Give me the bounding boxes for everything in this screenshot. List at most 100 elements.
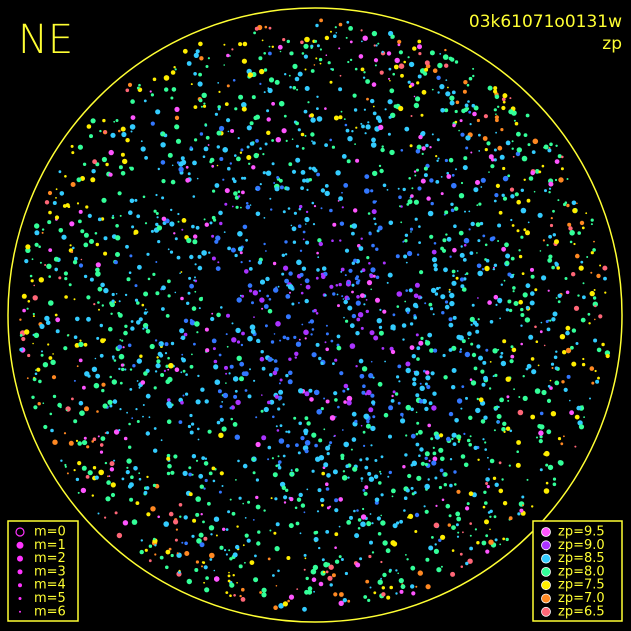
star-dot xyxy=(142,415,144,418)
star-dot xyxy=(338,87,343,92)
star-dot xyxy=(560,167,564,171)
star-dot xyxy=(34,372,38,376)
star-dot xyxy=(475,222,481,228)
star-dot xyxy=(261,587,267,593)
star-dot xyxy=(87,213,92,218)
star-dot xyxy=(320,188,326,193)
star-dot xyxy=(367,212,371,215)
star-dot xyxy=(161,216,167,222)
star-dot xyxy=(55,197,57,199)
star-dot xyxy=(510,194,515,199)
star-dot xyxy=(236,582,238,584)
star-dot xyxy=(200,105,203,108)
star-dot xyxy=(102,403,108,409)
star-dot xyxy=(502,175,509,182)
star-dot xyxy=(363,303,366,306)
star-dot xyxy=(94,475,99,480)
star-dot xyxy=(154,544,157,547)
star-dot xyxy=(186,578,192,585)
star-dot xyxy=(302,178,307,183)
star-dot xyxy=(497,297,503,303)
star-dot xyxy=(413,293,419,299)
star-dot xyxy=(313,590,315,593)
star-dot xyxy=(198,98,203,103)
star-dot xyxy=(143,371,148,376)
star-dot xyxy=(288,594,295,600)
star-dot xyxy=(519,508,524,513)
star-dot xyxy=(460,284,465,289)
star-dot xyxy=(66,472,69,475)
star-dot xyxy=(319,48,322,51)
star-dot xyxy=(463,80,468,85)
star-dot xyxy=(99,323,104,328)
star-dot xyxy=(465,146,469,150)
star-dot xyxy=(293,211,297,215)
star-dot xyxy=(346,395,353,402)
star-dot xyxy=(222,147,228,153)
star-dot xyxy=(253,115,258,121)
star-dot xyxy=(549,319,552,322)
star-dot xyxy=(276,176,280,179)
star-dot xyxy=(349,40,353,44)
star-dot xyxy=(433,263,438,268)
star-dot xyxy=(448,290,451,293)
star-dot xyxy=(401,416,404,418)
star-dot xyxy=(335,416,337,418)
star-dot xyxy=(448,317,453,322)
star-dot xyxy=(346,400,352,406)
star-dot xyxy=(343,316,345,319)
star-dot xyxy=(534,325,537,329)
star-dot xyxy=(252,290,258,296)
star-dot xyxy=(73,379,76,382)
star-dot xyxy=(543,146,545,149)
star-dot xyxy=(588,322,591,325)
star-dot xyxy=(166,453,171,458)
star-dot xyxy=(338,600,344,606)
star-dot xyxy=(210,316,215,322)
star-dot xyxy=(373,58,379,63)
star-dot xyxy=(203,536,208,541)
star-dot xyxy=(240,597,246,602)
star-dot xyxy=(571,328,577,333)
star-dot xyxy=(209,221,213,225)
star-dot xyxy=(217,261,220,264)
star-dot xyxy=(351,411,357,417)
star-dot xyxy=(459,350,462,354)
star-dot xyxy=(282,403,285,406)
star-dot xyxy=(552,482,557,487)
star-dot xyxy=(170,208,173,212)
star-dot xyxy=(105,496,111,502)
star-dot xyxy=(164,352,168,355)
star-dot xyxy=(459,552,463,556)
star-dot xyxy=(97,512,100,515)
star-dot xyxy=(359,557,363,561)
star-dot xyxy=(134,198,138,202)
star-dot xyxy=(516,131,521,137)
star-dot xyxy=(441,248,447,253)
star-dot xyxy=(159,555,164,560)
star-dot xyxy=(246,155,252,160)
star-dot xyxy=(110,132,116,138)
star-dot xyxy=(344,571,348,576)
star-dot xyxy=(321,503,324,507)
star-dot xyxy=(338,525,341,528)
star-dot xyxy=(578,424,585,430)
star-dot xyxy=(475,407,481,414)
star-dot xyxy=(86,295,91,300)
star-dot xyxy=(440,108,445,113)
star-dot xyxy=(485,477,490,482)
star-dot xyxy=(303,43,309,49)
star-dot xyxy=(221,426,227,432)
star-dot xyxy=(218,353,222,357)
star-dot xyxy=(463,462,469,468)
star-dot xyxy=(458,193,465,199)
star-dot xyxy=(423,369,426,373)
star-dot xyxy=(85,475,90,479)
star-dot xyxy=(250,329,256,335)
star-dot xyxy=(598,314,603,319)
star-dot xyxy=(355,275,359,279)
star-dot xyxy=(191,422,195,426)
star-dot xyxy=(195,459,199,462)
star-dot xyxy=(33,376,35,379)
